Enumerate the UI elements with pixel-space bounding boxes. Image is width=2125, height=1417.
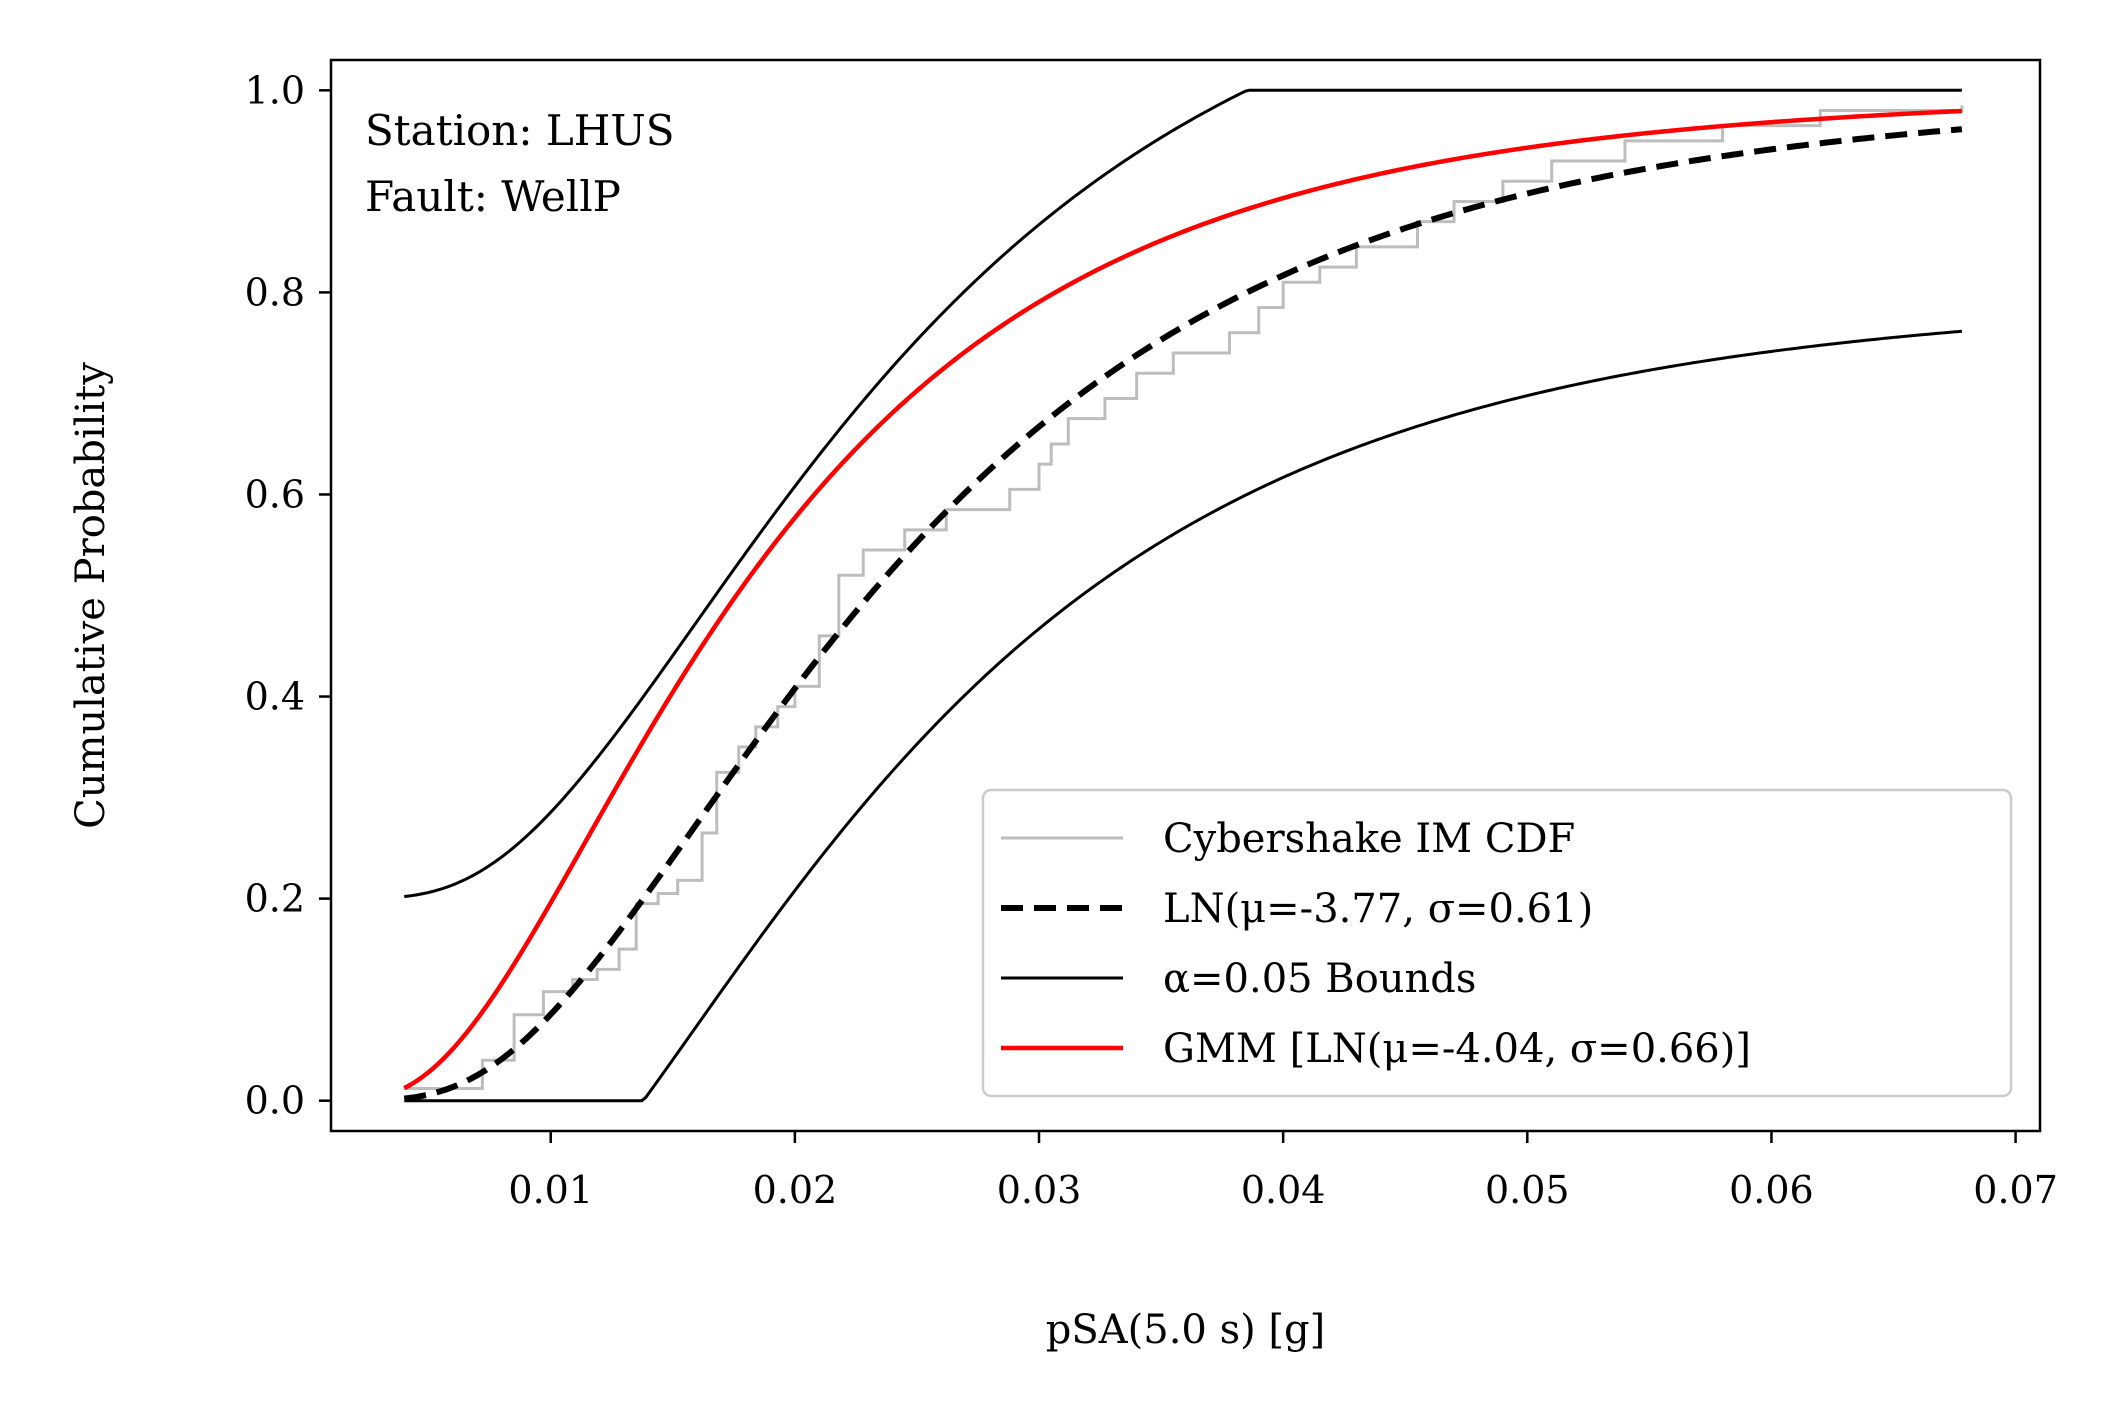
station-annotation: Station: LHUS xyxy=(365,106,675,155)
x-axis-label: pSA(5.0 s) [g] xyxy=(1046,1307,1326,1353)
y-tick-label: 0.4 xyxy=(245,675,305,719)
x-tick-label: 0.07 xyxy=(1973,1168,2058,1212)
y-tick-label: 0.2 xyxy=(245,877,305,921)
x-tick-label: 0.01 xyxy=(508,1168,593,1212)
axes-layer: 0.01 0.02 0.03 0.04 0.05 0.06 0.07 0.0 0.2 0.4 0.6… xyxy=(68,58,2058,1353)
x-tick-label: 0.03 xyxy=(997,1168,1082,1212)
legend-label: Cybershake IM CDF xyxy=(1163,816,1575,862)
y-axis-label: Cumulative Probability xyxy=(68,362,114,829)
legend-label: GMM [LN(μ=-4.04, σ=0.66)] xyxy=(1163,1026,1751,1072)
legend-label: LN(μ=-3.77, σ=0.61) xyxy=(1163,886,1593,932)
lognormal-fit-series xyxy=(403,126,1963,1102)
x-tick-label: 0.02 xyxy=(753,1168,838,1212)
plot-layer xyxy=(403,88,1964,1103)
x-tick-label: 0.06 xyxy=(1729,1168,1814,1212)
legend: Cybershake IM CDF LN(μ=-3.77, σ=0.61) α=0.… xyxy=(981,788,2013,1098)
gmm-lognormal-series xyxy=(403,108,1962,1091)
legend-label: α=0.05 Bounds xyxy=(1163,956,1476,1002)
y-tick-label: 0.8 xyxy=(245,270,305,314)
fault-annotation: Fault: WellP xyxy=(365,172,621,221)
x-tick-label: 0.05 xyxy=(1485,1168,1570,1212)
x-tick-label: 0.04 xyxy=(1241,1168,1326,1212)
cybershake-cdf-series xyxy=(404,105,1964,1091)
axes-frame xyxy=(329,58,2042,1133)
y-tick-label: 0.0 xyxy=(245,1079,305,1123)
legend-box xyxy=(981,788,2013,1098)
upper-bound-series xyxy=(404,88,1962,899)
y-tick-label: 1.0 xyxy=(245,68,305,112)
annotation-layer: Station: LHUS Fault: WellP xyxy=(365,106,675,221)
lower-bound-series xyxy=(404,329,1962,1103)
y-tick-label: 0.6 xyxy=(245,472,305,516)
